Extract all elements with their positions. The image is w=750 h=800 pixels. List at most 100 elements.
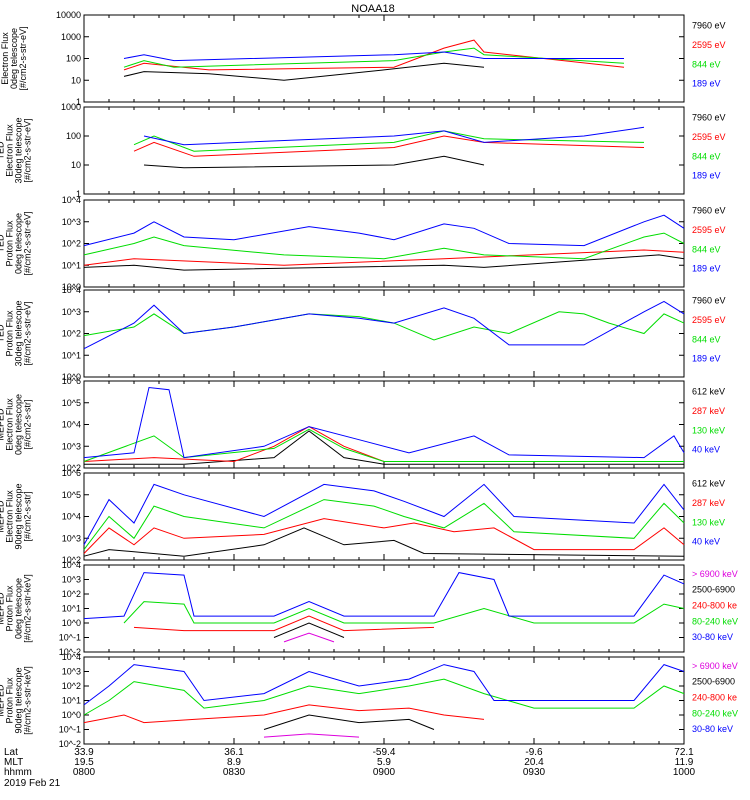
x-tick-label-mlt: 11.9	[675, 757, 694, 768]
y-tick-label: 10^6	[62, 468, 81, 478]
y-tick-label: 10^5	[62, 490, 81, 500]
y-axis-label-line: 0deg telescope	[14, 213, 24, 274]
y-axis-label-line: 0deg telescope	[14, 578, 24, 639]
legend-entry: 130 keV	[692, 517, 725, 527]
series-line	[83, 664, 685, 706]
legend-entry: 240-800 ke	[692, 601, 737, 611]
series-line	[123, 39, 625, 71]
y-axis-label: MEPEDElectron Flux90deg telescope[#/cm2-…	[0, 483, 33, 549]
y-axis-label-line: Proton Flux	[5, 677, 15, 724]
y-tick-label: 10^2	[62, 681, 81, 691]
series-line	[263, 733, 360, 738]
series-line	[143, 126, 645, 146]
y-tick-label: 10^1	[62, 260, 81, 270]
y-tick-label: 10^-1	[59, 633, 81, 643]
y-tick-label: 10^2	[62, 555, 81, 565]
y-axis-label-line: 90deg telescope	[14, 667, 24, 733]
legend-entry: 7960 eV	[692, 113, 726, 123]
y-tick-label: 10^3	[62, 217, 81, 227]
legend-entry: 7960 eV	[692, 296, 726, 306]
legend-entry: 844 eV	[692, 244, 721, 254]
series-line	[84, 430, 684, 465]
y-axis-label-line: MEPED	[0, 592, 6, 625]
y-tick-label: 10^3	[62, 307, 81, 317]
y-tick-label: 1000	[61, 32, 81, 42]
x-tick-label-mlt: 5.9	[377, 757, 391, 768]
x-tick-label-hhmm: 0930	[523, 767, 546, 778]
y-tick-label: 10^1	[62, 604, 81, 614]
y-tick-label: 10^4	[62, 512, 81, 522]
panel-frame	[83, 472, 685, 561]
legend-entry: 7960 eV	[692, 206, 726, 216]
legend-entry: 2595 eV	[692, 315, 726, 325]
legend-entry: 287 keV	[692, 406, 725, 416]
x-tick-label-mlt: 20.4	[524, 757, 544, 768]
y-tick-label: 10^2	[62, 329, 81, 339]
panel-frame	[83, 106, 685, 195]
series-line	[133, 135, 645, 157]
panel-frame	[83, 289, 685, 378]
panel-7: 10^-2 10^-1 10^0 10^1 10^2 10^3 10^4 MEPEDProto…	[0, 560, 738, 657]
x-tick-label-lat: -9.6	[525, 747, 543, 758]
y-tick-label: 10^0	[62, 282, 81, 292]
series-line	[83, 386, 685, 459]
y-tick-label: 10^1	[62, 350, 81, 360]
series-line	[123, 47, 625, 68]
y-tick-label: 10^1	[62, 696, 81, 706]
y-tick-label: 10^2	[62, 239, 81, 249]
series-line	[83, 214, 685, 247]
legend-entry: 2595 eV	[692, 132, 726, 142]
panel-6: 10^2 10^3 10^4 10^5 10^6 MEPEDElectron Flux90…	[0, 468, 725, 565]
y-tick-label: 10^4	[62, 420, 81, 430]
y-axis-label-line: Proton Flux	[5, 585, 15, 632]
y-axis-label-line: 0deg telescope	[9, 28, 19, 89]
series-line	[83, 572, 685, 620]
y-tick-label: 10^0	[62, 372, 81, 382]
y-tick-label: 10^-1	[59, 725, 81, 735]
series-line	[83, 678, 685, 716]
y-axis-label: TEDProton Flux0deg telescope[#/cm2-s-str…	[0, 211, 33, 275]
series-line	[283, 632, 335, 643]
y-tick-label: 10^4	[62, 652, 81, 662]
series-line	[123, 51, 624, 62]
y-axis-label-line: [#/cm2-s-str-keV]	[23, 574, 33, 643]
y-axis-label-line: TED	[0, 234, 6, 253]
legend-entry: 30-80 keV	[692, 724, 733, 734]
panel-frame	[83, 380, 685, 469]
y-axis-label-line: [#/cm2-s-str-keV]	[23, 666, 33, 735]
y-axis-label-line: TED	[0, 141, 6, 160]
y-axis-label-line: [#/cm2-s-str-eV]	[23, 211, 33, 275]
y-tick-label: 10^4	[62, 195, 81, 205]
legend-entry: 189 eV	[692, 171, 721, 181]
series-line	[123, 601, 685, 624]
y-tick-label: 10^5	[62, 398, 81, 408]
x-tick-label-lat: -59.4	[373, 747, 396, 758]
series-line	[83, 311, 685, 341]
chart-date: 2019 Feb 21	[4, 778, 61, 789]
y-axis-label-line: [#/cm2-s-str-eV]	[23, 118, 33, 182]
y-axis-label: MEPEDElectron Flux0deg telescope[#/cm2-s…	[0, 394, 33, 455]
legend-entry: 844 eV	[692, 151, 721, 161]
y-axis-label-line: Proton Flux	[5, 310, 15, 357]
series-line	[83, 499, 685, 550]
y-tick-label: 10^3	[62, 533, 81, 543]
chart-title: NOAA18	[351, 3, 394, 15]
x-tick-label-hhmm: 1000	[673, 767, 696, 778]
x-tick-label-hhmm: 0830	[223, 767, 246, 778]
panel-1: 1 10 100 1000 10000 Electron Flux0deg telesco…	[0, 10, 726, 107]
y-axis-label-line: MEPED	[0, 500, 6, 533]
panel-3: 10^0 10^1 10^2 10^3 10^4 TEDProton Flux0deg t…	[0, 195, 726, 292]
y-tick-label: 10^3	[62, 575, 81, 585]
y-tick-label: 10000	[56, 10, 81, 20]
y-axis-label-line: Electron Flux	[5, 124, 15, 177]
x-tick-label-hhmm: 0900	[373, 767, 396, 778]
y-axis-label-line: [#/cm2-s-str-eV]	[18, 26, 28, 90]
y-tick-label: 10^3	[62, 441, 81, 451]
panel-8: 10^-2 10^-1 10^0 10^1 10^2 10^3 10^4 MEPEDProto…	[0, 652, 738, 749]
legend-entry: > 6900 keV	[692, 569, 738, 579]
panel-5: 10^2 10^3 10^4 10^5 10^6 MEPEDElectron Flux0d…	[0, 376, 725, 473]
series-line	[123, 62, 485, 81]
y-axis-label: MEPEDProton Flux90deg telescope[#/cm2-s-…	[0, 666, 33, 735]
y-axis-label-line: 30deg telescope	[14, 300, 24, 366]
